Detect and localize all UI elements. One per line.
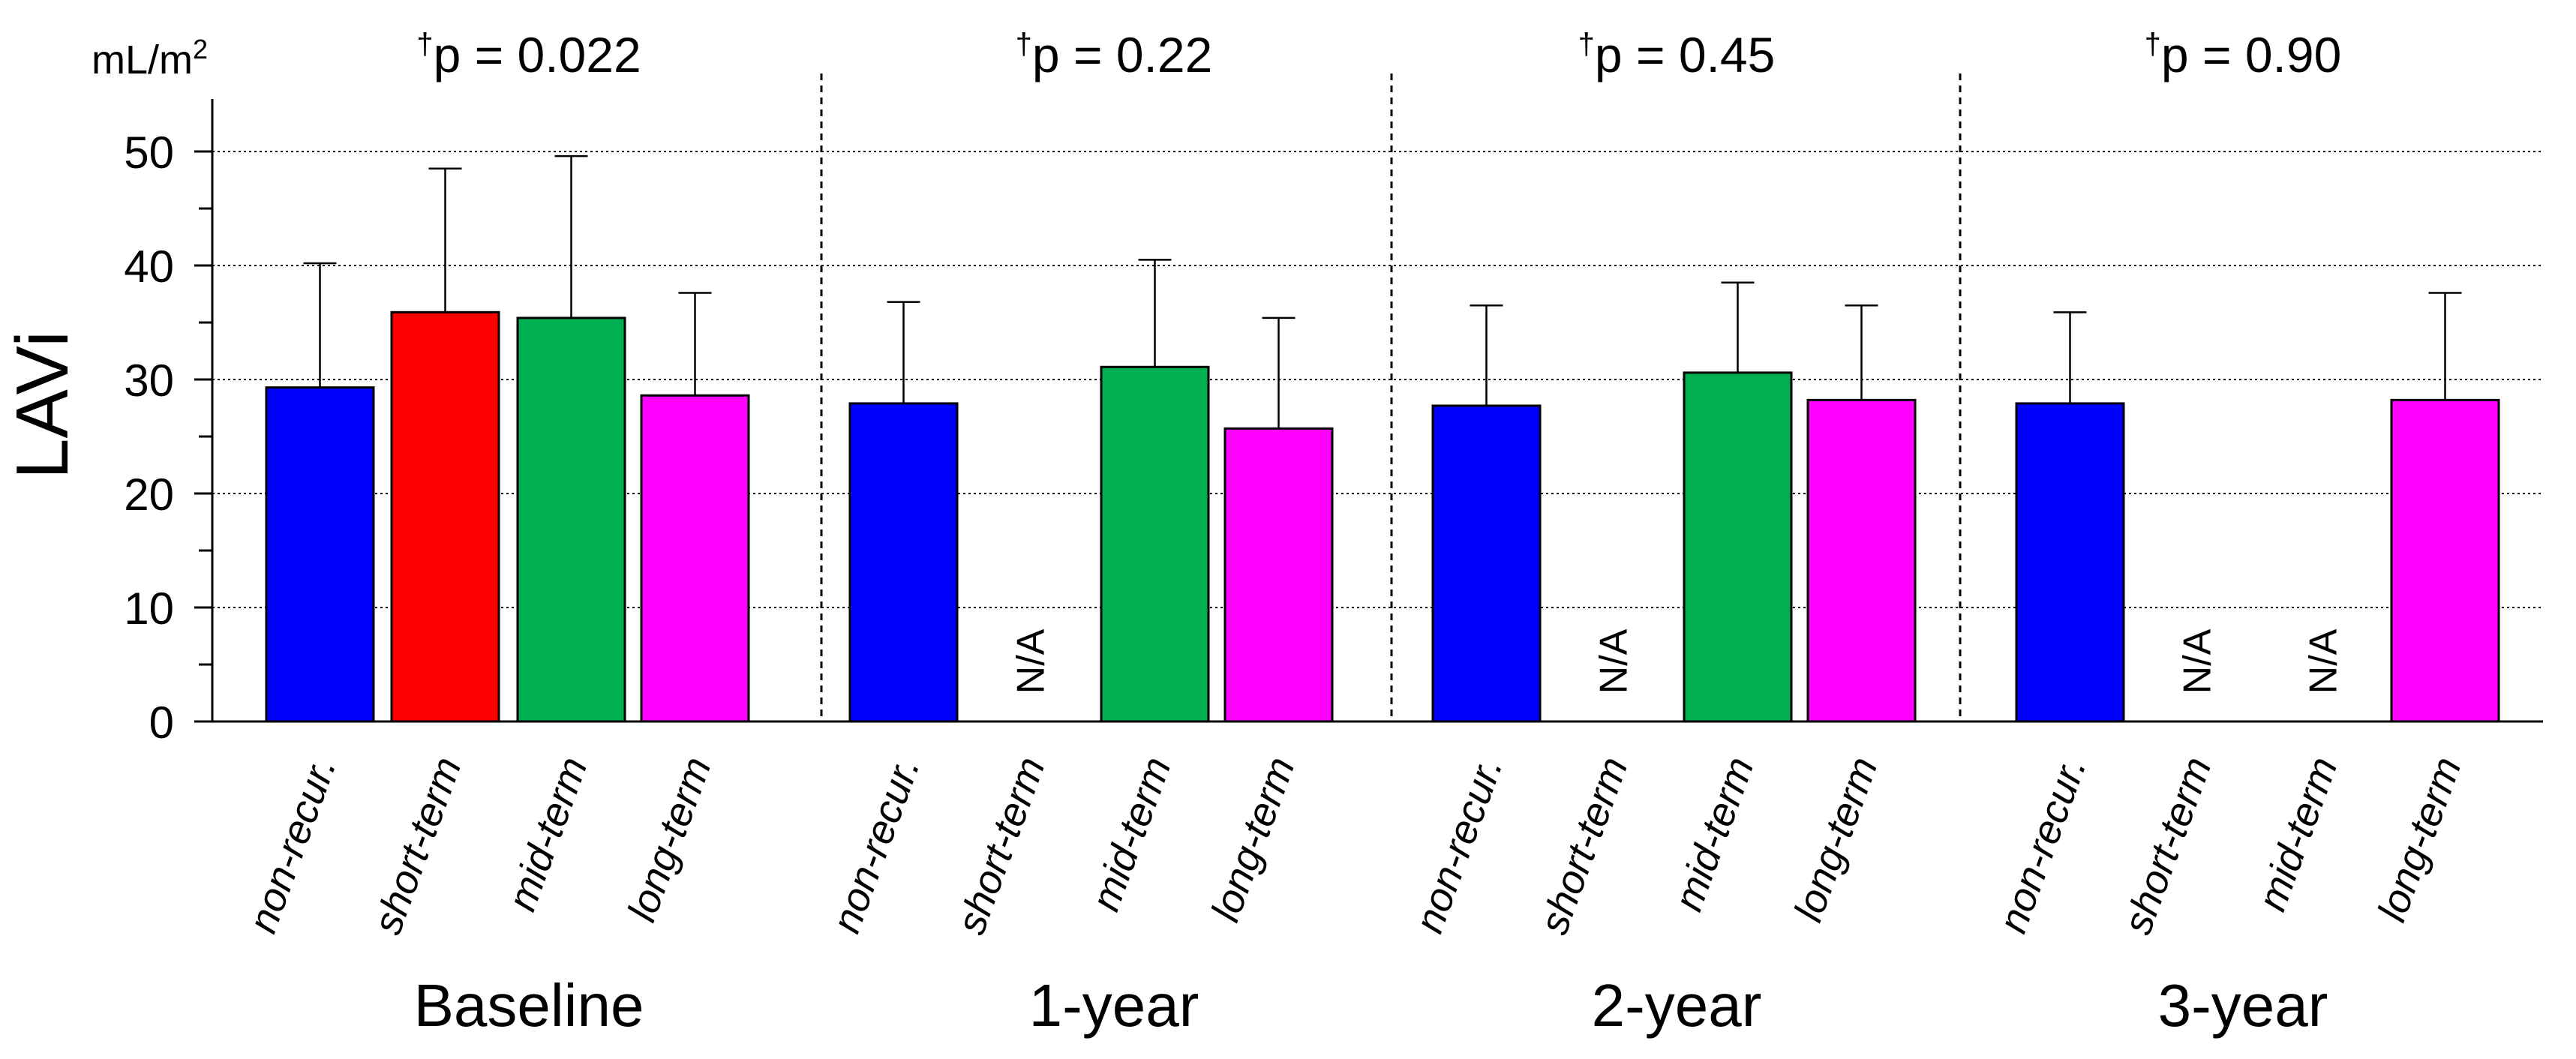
y-unit-superscript: 2: [193, 34, 208, 64]
category-label-2-0: non-recur.: [1407, 752, 1512, 939]
y-axis-label: LAVi: [1, 331, 83, 479]
panel-title-1: 1-year: [1029, 972, 1199, 1039]
bar-1-0: [848, 402, 959, 723]
p-value-3: †p = 0.90: [2145, 27, 2342, 82]
bar-0-2: [516, 316, 626, 723]
bar-0-3: [640, 394, 750, 723]
category-label-3-0: non-recur.: [1990, 752, 2095, 939]
p-value-text-3: p = 0.90: [2161, 27, 2341, 82]
na-label-3-2: N/A: [2302, 628, 2346, 694]
panel-title-3: 3-year: [2158, 972, 2328, 1039]
bar-0-0: [265, 386, 375, 723]
p-value-1: †p = 0.22: [1016, 27, 1213, 82]
bar-2-3: [1806, 398, 1917, 723]
bar-3-0: [2015, 402, 2125, 723]
na-label-1-1: N/A: [1010, 628, 1053, 694]
y-unit-base: mL/m: [92, 38, 193, 82]
category-label-2-3: long-term: [1785, 752, 1886, 928]
category-label-0-2: mid-term: [500, 752, 596, 917]
bars: [265, 154, 2500, 723]
y-axis-unit: mL/m2: [92, 34, 208, 82]
p-value-2: †p = 0.45: [1578, 27, 1776, 82]
p-value-text-0: p = 0.022: [434, 27, 641, 82]
p-value-0: †p = 0.022: [416, 27, 641, 82]
category-label-3-3: long-term: [2369, 752, 2469, 928]
y-tick-label-0: 0: [149, 698, 174, 748]
na-label-2-1: N/A: [1593, 628, 1636, 694]
category-label-1-0: non-recur.: [824, 752, 929, 939]
p-value-text-2: p = 0.45: [1595, 27, 1775, 82]
panel-dividers: [820, 74, 1962, 722]
bar-2-2: [1683, 371, 1793, 723]
category-label-0-3: long-term: [619, 752, 719, 928]
category-label-3-2: mid-term: [2250, 752, 2346, 917]
p-value-dagger-3: †: [2145, 28, 2161, 61]
p-value-dagger-1: †: [1016, 28, 1032, 61]
y-tick-label-20: 20: [124, 470, 174, 520]
p-value-text-1: p = 0.22: [1032, 27, 1212, 82]
na-label-3-1: N/A: [2176, 628, 2220, 694]
bar-0-1: [390, 310, 500, 723]
category-label-0-1: short-term: [365, 752, 470, 940]
y-tick-label-30: 30: [124, 356, 174, 406]
p-value-dagger-0: †: [416, 28, 433, 61]
y-tick-label-40: 40: [124, 242, 174, 292]
bar-1-3: [1223, 427, 1334, 723]
axes: [194, 99, 2543, 723]
category-label-2-1: short-term: [1531, 752, 1637, 940]
bar-1-2: [1100, 365, 1210, 723]
category-label-0-0: non-recur.: [240, 752, 345, 939]
bar-2-0: [1431, 404, 1542, 723]
category-label-1-1: short-term: [948, 752, 1054, 940]
y-tick-label-50: 50: [124, 128, 174, 178]
category-label-3-1: short-term: [2115, 752, 2220, 940]
y-tick-label-10: 10: [124, 584, 174, 634]
category-label-1-3: long-term: [1202, 752, 1303, 928]
panel-title-2: 2-year: [1592, 972, 1762, 1039]
bar-3-3: [2390, 398, 2500, 723]
panel-title-0: Baseline: [414, 972, 644, 1039]
p-value-dagger-2: †: [1578, 28, 1595, 61]
category-label-1-2: mid-term: [1083, 752, 1180, 917]
category-label-2-2: mid-term: [1666, 752, 1763, 917]
